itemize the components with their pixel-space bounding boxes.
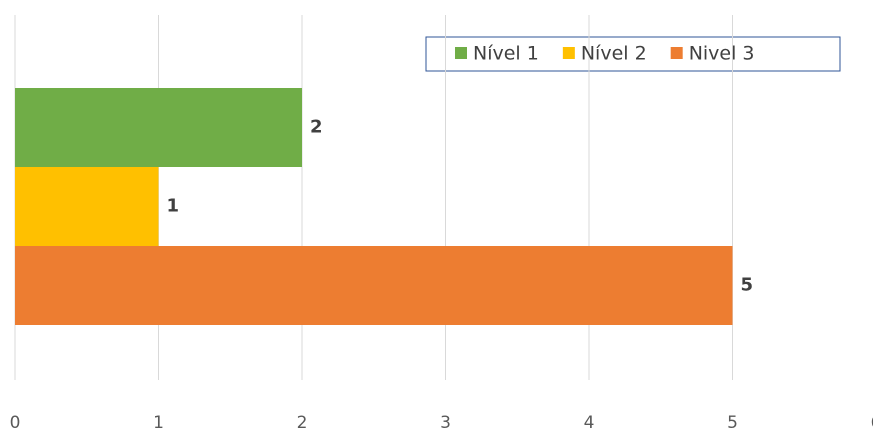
x-tick-label: 3 xyxy=(440,413,451,430)
x-tick-label: 5 xyxy=(727,413,738,430)
x-tick-label: 4 xyxy=(584,413,595,430)
data-label: 5 xyxy=(741,275,754,296)
legend-label: Nível 1 xyxy=(473,43,539,65)
legend-label: Nivel 3 xyxy=(689,43,755,65)
bar xyxy=(15,246,733,325)
bar xyxy=(15,167,159,246)
bar xyxy=(15,88,302,167)
data-label: 2 xyxy=(310,117,323,138)
legend-swatch xyxy=(670,47,683,59)
x-tick-label: 1 xyxy=(153,413,164,430)
data-label: 1 xyxy=(167,196,180,217)
x-tick-label: 0 xyxy=(10,413,21,430)
legend-box xyxy=(425,36,841,72)
legend-swatch xyxy=(562,47,575,59)
x-tick-label: 6 xyxy=(871,413,873,430)
legend-label: Nível 2 xyxy=(581,43,647,65)
x-tick-label: 2 xyxy=(297,413,308,430)
legend-swatch xyxy=(455,47,467,59)
